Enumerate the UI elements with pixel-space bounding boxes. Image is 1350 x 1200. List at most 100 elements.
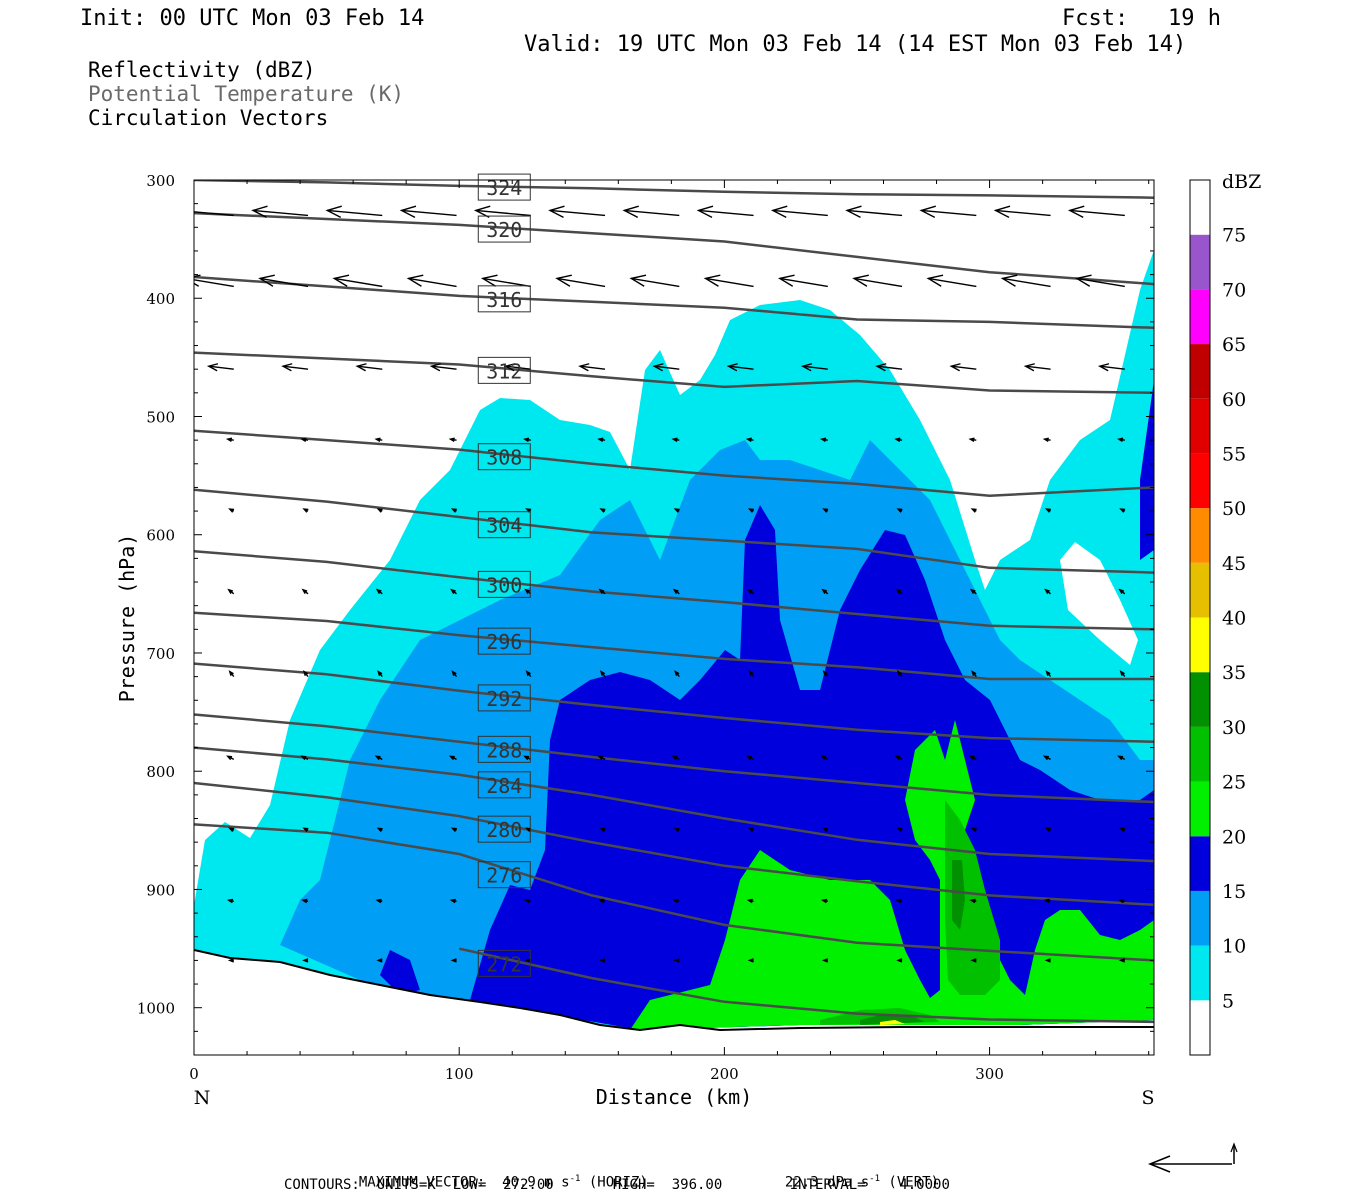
theta-contour-300 [194, 550, 1154, 631]
max-vector-vert-value: 22.3 dPa s [784, 1174, 870, 1191]
vector-arrow [845, 205, 903, 218]
vector-arrow [599, 827, 606, 833]
y-axis-title: Pressure (hPa) [115, 534, 139, 703]
reflectivity-fill [194, 250, 1154, 1055]
theta-label-276: 276 [477, 861, 531, 889]
vector-arrow [1044, 958, 1051, 963]
colorbar-swatch [1190, 562, 1210, 618]
colorbar-swatch [1190, 344, 1210, 399]
vector-arrow [820, 898, 828, 904]
vector-arrow [281, 363, 309, 372]
vector-arrow [821, 958, 829, 963]
vector-arrow [355, 363, 383, 372]
vector-arrow [671, 437, 680, 442]
vector-arrow [820, 755, 829, 761]
y-tick-label: 500 [146, 408, 175, 426]
vector-arrow [747, 958, 754, 963]
vector-arrow [652, 363, 680, 372]
dbz-30-region [860, 1015, 925, 1025]
vector-arrow [726, 363, 754, 372]
vector-arrow [875, 363, 903, 372]
theta-label-text: 276 [486, 864, 522, 888]
theta-label-312: 312 [477, 356, 531, 384]
vector-arrow [525, 670, 532, 678]
vector-arrow [895, 898, 903, 904]
terrain-outline [194, 949, 1154, 1032]
vector-arrow [896, 827, 903, 833]
vector-arrow [747, 508, 754, 513]
colorbar-swatch [1190, 945, 1210, 1001]
theta-contour-280 [194, 781, 1154, 907]
vector-arrow [450, 508, 457, 513]
vector-arrow [970, 958, 977, 963]
vector-arrow [448, 437, 457, 442]
vector-arrow [578, 363, 606, 372]
vector-arrow [671, 755, 680, 761]
vector-arrow [896, 958, 903, 963]
vector-arrow [377, 670, 383, 678]
vector-arrow [696, 205, 754, 218]
colorbar-label: 5 [1222, 990, 1234, 1012]
theta-contour-312 [194, 351, 1154, 395]
vector-arrow [949, 363, 977, 372]
theta-label-316: 316 [477, 285, 531, 313]
vector-arrow [1117, 898, 1125, 904]
theta-label-text: 312 [486, 359, 522, 383]
vector-arrow [622, 205, 680, 218]
theta-label-320: 320 [477, 215, 531, 243]
y-tick-label: 300 [146, 172, 175, 190]
colorbar-swatch [1190, 398, 1210, 454]
vector-arrow [969, 898, 977, 904]
contour-info-line: CONTOURS: UNITS=K LOW= 272.00 HIGH= 396.… [284, 1177, 950, 1193]
theta-label-text: 292 [486, 687, 522, 711]
dbz-35-spot [880, 1020, 905, 1025]
vector-arrow [894, 437, 903, 442]
vector-arrow [1116, 437, 1125, 442]
vector-arrow [745, 437, 754, 442]
vector-arrow [302, 958, 309, 963]
vector-arrow [302, 670, 309, 678]
vector-arrow [473, 205, 531, 218]
x-axis-title: Distance (km) [596, 1085, 753, 1109]
dbz-15-region [380, 950, 420, 995]
colorbar-label: 45 [1222, 553, 1246, 575]
vector-arrow [206, 363, 234, 372]
vector-arrow [301, 588, 309, 595]
theta-label-text: 284 [486, 774, 522, 798]
x-end-label-north: N [194, 1087, 211, 1109]
vector-arrow [1074, 274, 1125, 288]
vector-arrow [969, 588, 977, 595]
dbz-20-region [630, 720, 1154, 1030]
vector-arrow [225, 437, 234, 442]
vector-arrow [674, 670, 680, 678]
theta-contour-288 [194, 713, 1154, 804]
colorbar-swatch [1190, 672, 1210, 727]
y-tick-label: 600 [146, 527, 175, 545]
vector-arrow [374, 755, 383, 761]
vector-arrow [673, 958, 680, 963]
forecast-hour-label: Fcst: 19 h [1062, 6, 1221, 31]
vector-arrow [548, 205, 606, 218]
colorbar-label: 30 [1222, 717, 1246, 739]
vector-arrow [1044, 508, 1051, 513]
colorbar-label: 65 [1222, 334, 1246, 356]
colorbar-swatch [1190, 1000, 1210, 1055]
vector-arrow [1119, 827, 1126, 833]
colorbar-label: 20 [1222, 826, 1246, 848]
vector-arrow [376, 508, 383, 513]
vector-arrow [1044, 588, 1052, 595]
vector-arrow [399, 205, 457, 218]
colorbar-label: 15 [1222, 881, 1246, 903]
vector-arrow [896, 508, 903, 513]
colorbar-label: 75 [1222, 225, 1246, 247]
vector-arrow [376, 958, 383, 963]
vector-arrow [970, 508, 977, 513]
colorbar: 5 10 15 20 25 30 35 40 45 50 55 60 65 70 75 dBZ [1189, 171, 1261, 1056]
plot-frame [193, 179, 1155, 1056]
theta-label-272: 272 [477, 949, 531, 977]
vector-arrow [819, 437, 828, 442]
vector-arrow [258, 274, 309, 288]
vector-arrow [598, 588, 606, 595]
vector-arrow [770, 205, 828, 218]
theta-contour-284 [194, 746, 1154, 863]
